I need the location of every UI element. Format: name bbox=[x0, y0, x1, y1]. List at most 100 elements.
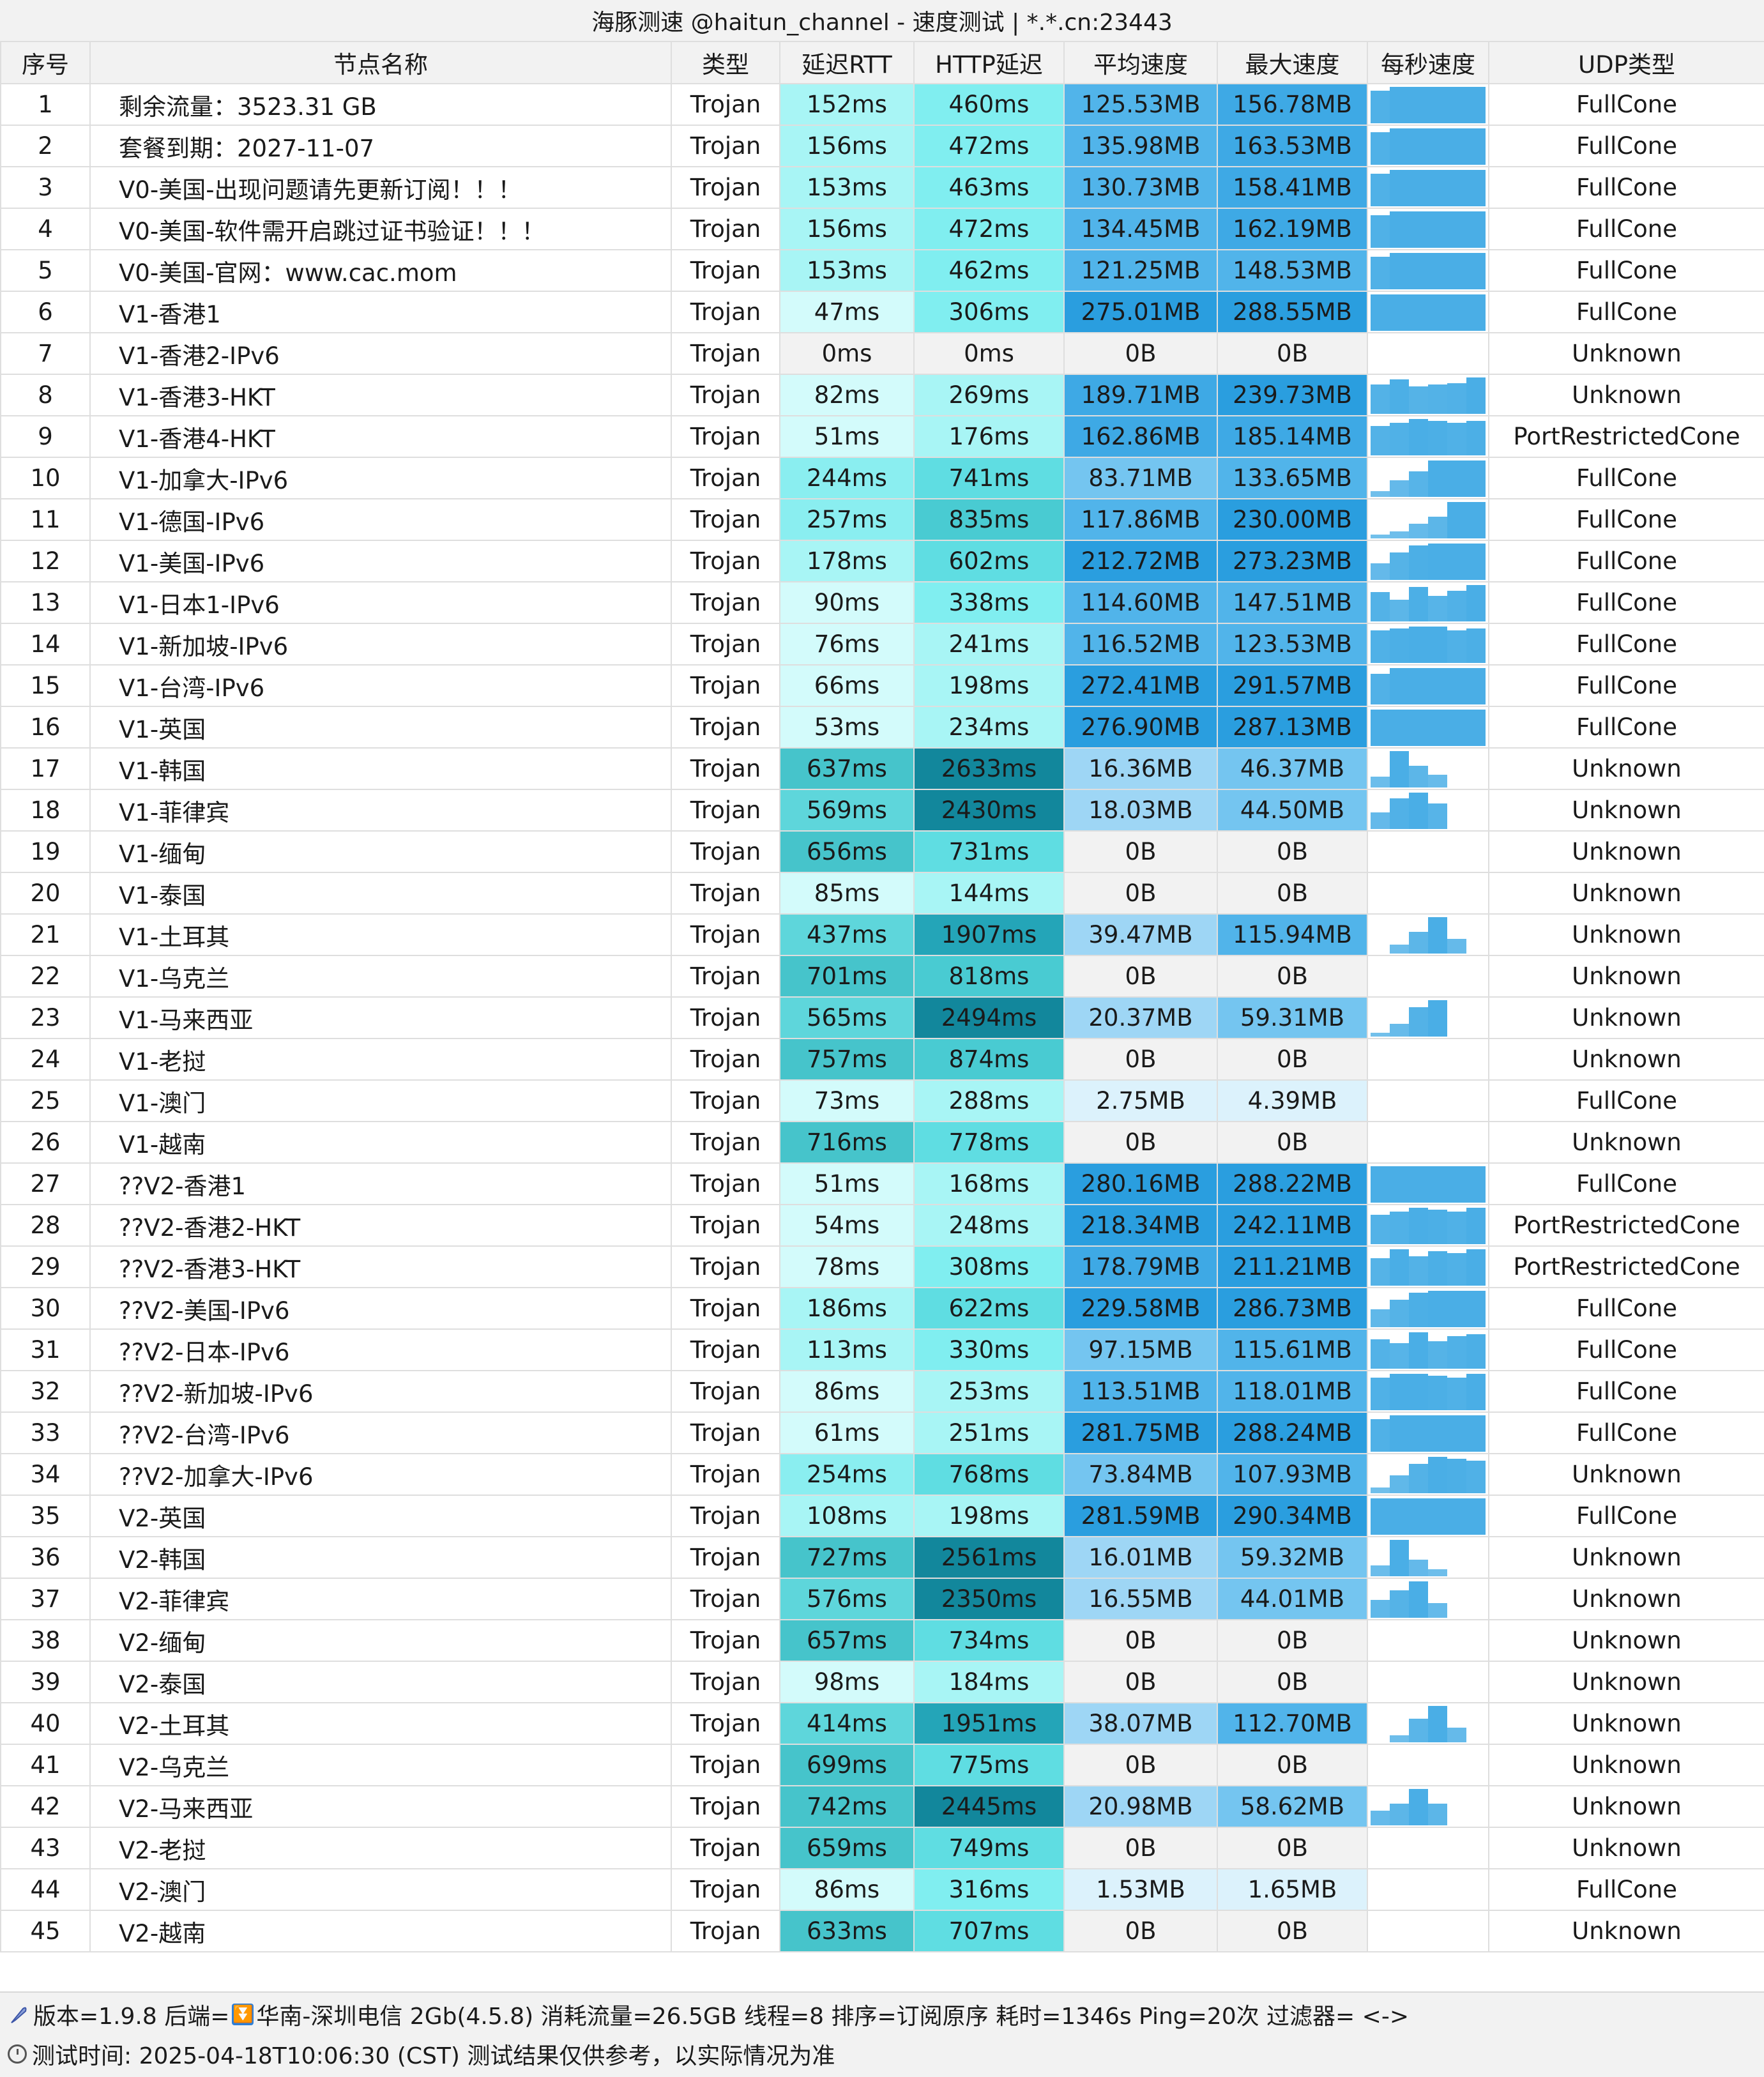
cell-per-second-speed bbox=[1367, 1619, 1489, 1662]
cell-max-speed: 0B bbox=[1217, 1038, 1368, 1081]
col-header-avg-speed[interactable]: 平均速度 bbox=[1063, 41, 1218, 84]
table-row[interactable]: 25 V1-澳门 Trojan 73ms 288ms 2.75MB 4.39MB FullCo… bbox=[0, 1079, 1764, 1122]
cell-type: Trojan bbox=[671, 1370, 780, 1413]
cell-http-latency: 1907ms bbox=[913, 913, 1065, 956]
cell-node-name: 套餐到期：2027-11-07 bbox=[89, 125, 672, 167]
speed-bar bbox=[1371, 1033, 1390, 1037]
speed-sparkline bbox=[1371, 1747, 1486, 1784]
table-row[interactable]: 6 V1-香港1 Trojan 47ms 306ms 275.01MB 288.55MB Fu… bbox=[0, 291, 1764, 333]
speed-sparkline bbox=[1371, 1664, 1486, 1701]
speed-sparkline bbox=[1371, 1581, 1486, 1618]
col-header-rtt[interactable]: 延迟RTT bbox=[779, 41, 915, 84]
table-row[interactable]: 23 V1-马来西亚 Trojan 565ms 2494ms 20.37MB 59.31MB… bbox=[0, 996, 1764, 1039]
col-header-index[interactable]: 序号 bbox=[0, 41, 91, 84]
table-row[interactable]: 15 V1-台湾-IPv6 Trojan 66ms 198ms 272.41MB 291.5… bbox=[0, 664, 1764, 707]
cell-rtt: 656ms bbox=[779, 830, 915, 873]
table-row[interactable]: 3 V0-美国-出现问题请先更新订阅！！！ Trojan 153ms 463ms 130.… bbox=[0, 166, 1764, 209]
table-row[interactable]: 12 V1-美国-IPv6 Trojan 178ms 602ms 212.72MB 273.… bbox=[0, 540, 1764, 582]
table-row[interactable]: 31 ??V2-日本-IPv6 Trojan 113ms 330ms 97.15MB 115… bbox=[0, 1328, 1764, 1371]
cell-node-name: V1-英国 bbox=[89, 706, 672, 749]
cell-per-second-speed bbox=[1367, 1245, 1489, 1288]
table-row[interactable]: 34 ??V2-加拿大-IPv6 Trojan 254ms 768ms 73.84MB 10… bbox=[0, 1453, 1764, 1496]
table-row[interactable]: 24 V1-老挝 Trojan 757ms 874ms 0B 0B Unknown bbox=[0, 1038, 1764, 1081]
speed-bar bbox=[1447, 939, 1466, 954]
footer-test-time: 测试时间: 2025-04-18T10:06:30 (CST) 测试结果仅供参考… bbox=[32, 2043, 835, 2069]
cell-rtt: 0ms bbox=[779, 332, 915, 375]
table-row[interactable]: 19 V1-缅甸 Trojan 656ms 731ms 0B 0B Unknown bbox=[0, 830, 1764, 873]
col-header-name[interactable]: 节点名称 bbox=[89, 41, 672, 84]
cell-http-latency: 707ms bbox=[913, 1910, 1065, 1952]
table-row[interactable]: 4 V0-美国-软件需开启跳过证书验证！！！ Trojan 156ms 472ms 134… bbox=[0, 208, 1764, 250]
speed-sparkline bbox=[1371, 1415, 1486, 1452]
table-row[interactable]: 8 V1-香港3-HKT Trojan 82ms 269ms 189.71MB 239.73… bbox=[0, 374, 1764, 416]
table-row[interactable]: 45 V2-越南 Trojan 633ms 707ms 0B 0B Unknown bbox=[0, 1910, 1764, 1952]
col-header-udp[interactable]: UDP类型 bbox=[1488, 41, 1764, 84]
table-row[interactable]: 2 套餐到期：2027-11-07 Trojan 156ms 472ms 135.98MB… bbox=[0, 125, 1764, 167]
speed-sparkline bbox=[1371, 834, 1486, 871]
cell-node-name: V1-缅甸 bbox=[89, 830, 672, 873]
cell-rtt: 727ms bbox=[779, 1536, 915, 1579]
table-row[interactable]: 35 V2-英国 Trojan 108ms 198ms 281.59MB 290.34MB F… bbox=[0, 1495, 1764, 1537]
speed-bar bbox=[1409, 471, 1428, 497]
col-header-type[interactable]: 类型 bbox=[671, 41, 780, 84]
cell-udp-type: Unknown bbox=[1488, 1619, 1764, 1662]
cell-udp-type: Unknown bbox=[1488, 1744, 1764, 1786]
cell-node-name: ??V2-香港3-HKT bbox=[89, 1245, 672, 1288]
speed-bar bbox=[1390, 1415, 1409, 1452]
speed-bar bbox=[1428, 420, 1447, 455]
table-row[interactable]: 37 V2-菲律宾 Trojan 576ms 2350ms 16.55MB 44.01MB U… bbox=[0, 1578, 1764, 1620]
cell-index: 23 bbox=[0, 996, 91, 1039]
table-row[interactable]: 9 V1-香港4-HKT Trojan 51ms 176ms 162.86MB 185.14… bbox=[0, 415, 1764, 458]
table-row[interactable]: 13 V1-日本1-IPv6 Trojan 90ms 338ms 114.60MB 147.… bbox=[0, 581, 1764, 624]
speed-bar bbox=[1428, 1603, 1447, 1618]
cell-node-name: V2-缅甸 bbox=[89, 1619, 672, 1662]
table-row[interactable]: 22 V1-乌克兰 Trojan 701ms 818ms 0B 0B Unknown bbox=[0, 955, 1764, 998]
table-row[interactable]: 42 V2-马来西亚 Trojan 742ms 2445ms 20.98MB 58.62MB… bbox=[0, 1785, 1764, 1828]
table-row[interactable]: 11 V1-德国-IPv6 Trojan 257ms 835ms 117.86MB 230.… bbox=[0, 498, 1764, 541]
table-row[interactable]: 41 V2-乌克兰 Trojan 699ms 775ms 0B 0B Unknown bbox=[0, 1744, 1764, 1786]
table-row[interactable]: 36 V2-韩国 Trojan 727ms 2561ms 16.01MB 59.32MB Un… bbox=[0, 1536, 1764, 1579]
cell-index: 11 bbox=[0, 498, 91, 541]
col-header-http[interactable]: HTTP延迟 bbox=[913, 41, 1065, 84]
table-row[interactable]: 40 V2-土耳其 Trojan 414ms 1951ms 38.07MB 112.70MB… bbox=[0, 1702, 1764, 1745]
speed-sparkline bbox=[1371, 1872, 1486, 1908]
table-row[interactable]: 7 V1-香港2-IPv6 Trojan 0ms 0ms 0B 0B Unknown bbox=[0, 332, 1764, 375]
cell-max-speed: 0B bbox=[1217, 1619, 1368, 1662]
table-row[interactable]: 26 V1-越南 Trojan 716ms 778ms 0B 0B Unknown bbox=[0, 1121, 1764, 1164]
table-row[interactable]: 33 ??V2-台湾-IPv6 Trojan 61ms 251ms 281.75MB 288… bbox=[0, 1411, 1764, 1454]
cell-avg-speed: 0B bbox=[1063, 955, 1218, 998]
table-row[interactable]: 5 V0-美国-官网：www.cac.mom Trojan 153ms 462ms 121… bbox=[0, 249, 1764, 292]
cell-node-name: V1-马来西亚 bbox=[89, 996, 672, 1039]
speed-bar bbox=[1409, 1464, 1428, 1493]
footer-line-2: 测试时间: 2025-04-18T10:06:30 (CST) 测试结果仅供参考… bbox=[8, 2035, 835, 2073]
table-row[interactable]: 32 ??V2-新加坡-IPv6 Trojan 86ms 253ms 113.51MB 11… bbox=[0, 1370, 1764, 1413]
cell-per-second-speed bbox=[1367, 955, 1489, 998]
table-row[interactable]: 20 V1-泰国 Trojan 85ms 144ms 0B 0B Unknown bbox=[0, 872, 1764, 915]
table-row[interactable]: 18 V1-菲律宾 Trojan 569ms 2430ms 18.03MB 44.50MB U… bbox=[0, 789, 1764, 832]
col-header-max-speed[interactable]: 最大速度 bbox=[1217, 41, 1368, 84]
cell-rtt: 742ms bbox=[779, 1785, 915, 1828]
table-row[interactable]: 43 V2-老挝 Trojan 659ms 749ms 0B 0B Unknown bbox=[0, 1827, 1764, 1869]
table-row[interactable]: 28 ??V2-香港2-HKT Trojan 54ms 248ms 218.34MB 242… bbox=[0, 1204, 1764, 1247]
table-row[interactable]: 1 剩余流量：3523.31 GB Trojan 152ms 460ms 125.53MB… bbox=[0, 83, 1764, 126]
table-row[interactable]: 16 V1-英国 Trojan 53ms 234ms 276.90MB 287.13MB Fu… bbox=[0, 706, 1764, 749]
table-row[interactable]: 14 V1-新加坡-IPv6 Trojan 76ms 241ms 116.52MB 123.… bbox=[0, 623, 1764, 666]
table-row[interactable]: 30 ??V2-美国-IPv6 Trojan 186ms 622ms 229.58MB 28… bbox=[0, 1287, 1764, 1330]
col-header-per-second[interactable]: 每秒速度 bbox=[1367, 41, 1489, 84]
table-row[interactable]: 10 V1-加拿大-IPv6 Trojan 244ms 741ms 83.71MB 133.… bbox=[0, 457, 1764, 499]
cell-per-second-speed bbox=[1367, 1162, 1489, 1205]
cell-avg-speed: 0B bbox=[1063, 1038, 1218, 1081]
cell-udp-type: FullCone bbox=[1488, 125, 1764, 167]
table-row[interactable]: 29 ??V2-香港3-HKT Trojan 78ms 308ms 178.79MB 211… bbox=[0, 1245, 1764, 1288]
cell-udp-type: PortRestrictedCone bbox=[1488, 1204, 1764, 1247]
speed-bar bbox=[1428, 917, 1447, 954]
table-row[interactable]: 27 ??V2-香港1 Trojan 51ms 168ms 280.16MB 288.22M… bbox=[0, 1162, 1764, 1205]
cell-per-second-speed bbox=[1367, 789, 1489, 832]
table-row[interactable]: 38 V2-缅甸 Trojan 657ms 734ms 0B 0B Unknown bbox=[0, 1619, 1764, 1662]
table-row[interactable]: 17 V1-韩国 Trojan 637ms 2633ms 16.36MB 46.37MB Un… bbox=[0, 747, 1764, 790]
table-row[interactable]: 39 V2-泰国 Trojan 98ms 184ms 0B 0B Unknown bbox=[0, 1661, 1764, 1703]
speed-bar bbox=[1447, 128, 1466, 165]
table-row[interactable]: 44 V2-澳门 Trojan 86ms 316ms 1.53MB 1.65MB FullCo… bbox=[0, 1868, 1764, 1911]
cell-index: 35 bbox=[0, 1495, 91, 1537]
table-row[interactable]: 21 V1-土耳其 Trojan 437ms 1907ms 39.47MB 115.94MB… bbox=[0, 913, 1764, 956]
